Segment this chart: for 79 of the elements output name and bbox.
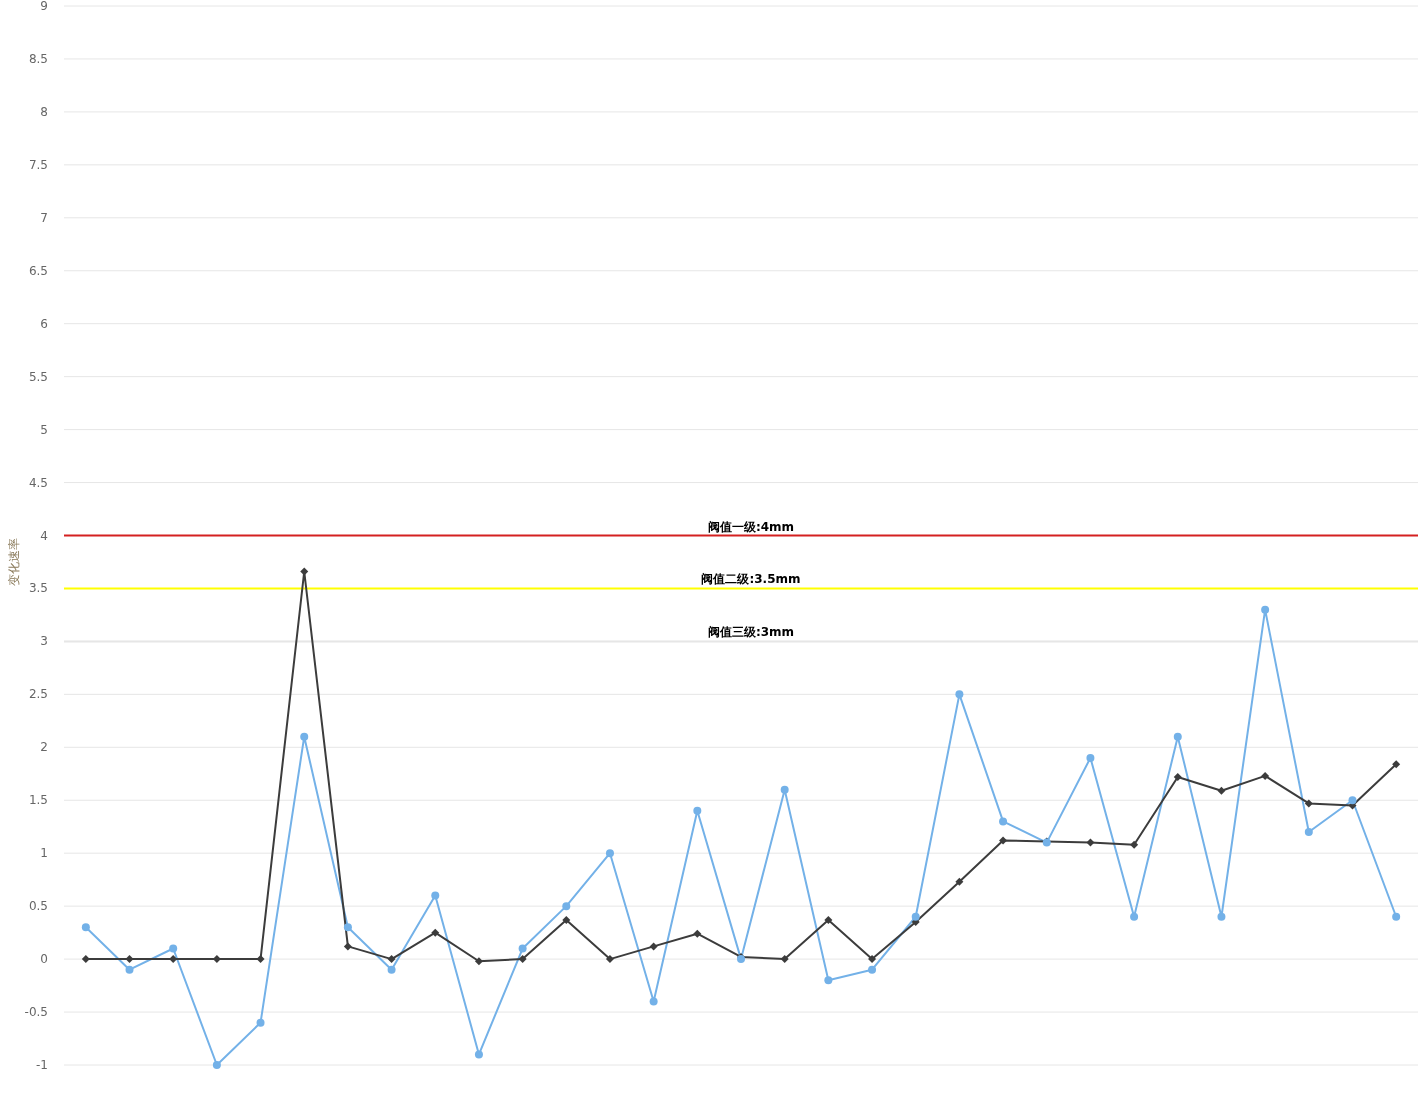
point	[649, 942, 658, 951]
y-tick-label: 1	[40, 846, 48, 861]
point	[780, 955, 789, 964]
point	[1130, 840, 1139, 849]
point	[868, 955, 877, 964]
point	[1130, 912, 1139, 921]
point	[649, 997, 658, 1006]
point	[1348, 796, 1357, 805]
y-tick-label: 0	[40, 952, 48, 967]
point	[1173, 732, 1182, 741]
point	[387, 965, 396, 974]
point	[431, 928, 440, 937]
point	[1086, 753, 1095, 762]
y-tick-label: 5	[40, 422, 48, 437]
point	[343, 942, 352, 951]
point	[562, 915, 571, 924]
y-tick-label: 7.5	[28, 157, 48, 172]
ref-line-label: 阀值一级:4mm	[707, 519, 795, 534]
ref-line-label: 阀值三级:3mm	[707, 625, 795, 640]
y-tick-label: 7	[40, 210, 48, 225]
point	[256, 1018, 265, 1027]
point	[999, 836, 1008, 845]
y-tick-label: 4	[40, 528, 48, 543]
y-tick-label: 1.5	[28, 793, 48, 808]
point	[955, 877, 964, 886]
point	[81, 923, 90, 932]
point	[518, 955, 527, 964]
point	[300, 567, 309, 576]
point	[343, 923, 352, 932]
y-axis-title: 变化速率	[7, 537, 21, 586]
y-tick-label: 2	[40, 740, 48, 755]
point	[212, 1061, 221, 1069]
point	[474, 1050, 483, 1059]
y-tick-label: -1	[36, 1058, 48, 1072]
point	[169, 944, 178, 953]
point	[1086, 838, 1095, 847]
y-tick-label: 5.5	[28, 369, 48, 384]
point	[693, 929, 702, 938]
point	[1392, 912, 1401, 921]
y-tick-label: 3.5	[28, 581, 48, 596]
y-tick-label: -0.5	[24, 1005, 48, 1020]
y-tick-label: 3	[40, 634, 48, 649]
point	[868, 965, 877, 974]
point	[81, 955, 90, 964]
point	[256, 955, 265, 964]
point	[911, 912, 920, 921]
ref-line-label: 阀值二级:3.5mm	[701, 572, 801, 587]
point	[605, 955, 614, 964]
point	[605, 849, 614, 858]
point	[387, 955, 396, 964]
point	[562, 902, 571, 911]
point	[1304, 828, 1313, 837]
point	[431, 891, 440, 900]
point	[518, 944, 527, 953]
point	[125, 965, 134, 974]
point	[780, 785, 789, 794]
point	[1392, 760, 1401, 769]
y-tick-label: 0.5	[28, 899, 48, 914]
point	[824, 976, 833, 985]
point	[824, 915, 833, 924]
point	[125, 955, 134, 964]
point	[1304, 799, 1313, 808]
point	[1261, 771, 1270, 780]
point	[1217, 912, 1226, 921]
y-tick-label: 6	[40, 316, 48, 331]
y-tick-label: 2.5	[28, 687, 48, 702]
point	[955, 690, 964, 699]
point	[1173, 772, 1182, 781]
point	[474, 957, 483, 966]
point	[693, 806, 702, 815]
point	[1217, 786, 1226, 795]
y-tick-label: 4.5	[28, 475, 48, 490]
point	[1261, 605, 1270, 614]
y-tick-label: 8	[40, 104, 48, 119]
point	[999, 817, 1008, 826]
y-tick-label: 8.5	[28, 51, 48, 66]
y-tick-label: 6.5	[28, 263, 48, 278]
point	[300, 732, 309, 741]
y-tick-label: 9	[40, 0, 48, 13]
